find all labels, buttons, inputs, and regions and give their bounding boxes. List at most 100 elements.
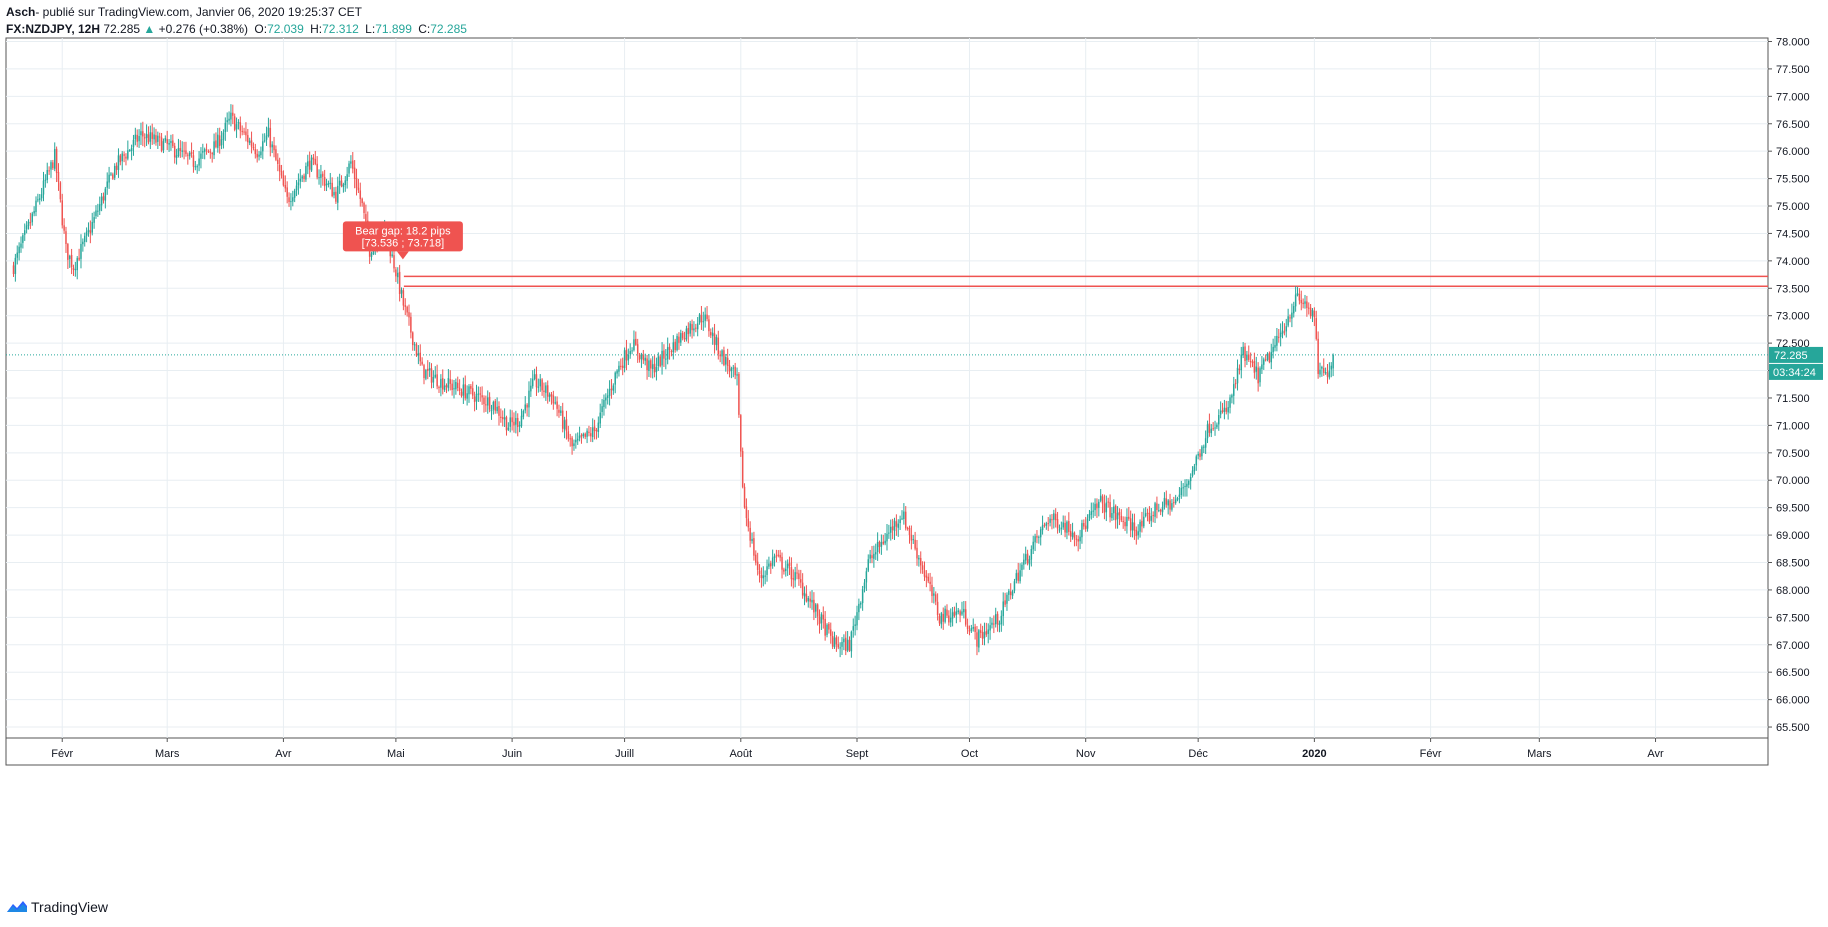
candle-body	[393, 255, 395, 269]
candle-body	[650, 360, 652, 369]
candle-body	[1038, 536, 1040, 538]
candle-body	[1159, 509, 1162, 512]
time-axis[interactable]: Févr Mars Avr Mai Juin Juill Août Sept Oct Nov Déc…	[51, 738, 1664, 760]
candle-body	[442, 378, 444, 390]
candle-body	[897, 523, 899, 528]
footer-brand[interactable]: TradingView	[6, 899, 108, 915]
candle-body	[603, 399, 605, 408]
candle-body	[580, 434, 583, 437]
candle-body	[978, 630, 980, 648]
candle-body	[1268, 353, 1271, 362]
candle-body	[753, 538, 755, 556]
candle-body	[483, 397, 485, 405]
candle-body	[50, 162, 52, 170]
candle-body	[1266, 353, 1269, 360]
candle-body	[1075, 538, 1078, 540]
candle-body	[1129, 518, 1132, 531]
candle-body	[590, 433, 592, 437]
price-chart[interactable]: 78.000 77.500 77.000 76.500 76.000 75.500 75.0…	[0, 0, 1828, 895]
candle-body	[215, 140, 217, 148]
candle-body	[788, 562, 791, 567]
candle-body	[108, 174, 110, 183]
annotation-box	[342, 221, 463, 252]
annotation-line-2: [73.536 ; 73.718]	[362, 237, 445, 249]
candle-body	[410, 316, 412, 333]
candle-body	[1317, 338, 1319, 374]
candle-body	[957, 610, 959, 613]
candle-body	[633, 339, 635, 351]
candle-body	[608, 389, 611, 396]
price-axis[interactable]: 78.000 77.500 77.000 76.500 76.000 75.500 75.0…	[1768, 36, 1810, 734]
candle-body	[676, 336, 678, 351]
candle-body	[203, 149, 206, 152]
candle-body	[563, 420, 566, 430]
candle-body	[790, 567, 793, 580]
candle-body	[1197, 453, 1199, 456]
candle-body	[599, 412, 601, 424]
candle-body	[545, 385, 547, 393]
candle-body	[777, 554, 780, 556]
candle-body	[606, 395, 609, 398]
candle-body	[1144, 513, 1147, 517]
candle-body	[1088, 514, 1091, 519]
candle-body	[1298, 293, 1301, 301]
candle-body	[837, 644, 840, 648]
candle-body	[891, 526, 894, 531]
time-tick-label: Août	[729, 748, 752, 760]
candle-body	[801, 582, 804, 596]
candle-body	[976, 632, 978, 647]
candle-body	[1086, 518, 1089, 529]
candle-body	[815, 604, 817, 612]
time-tick-label: Mai	[387, 748, 405, 760]
candle-body	[1056, 519, 1059, 529]
candle-body	[723, 350, 725, 366]
candle-body	[337, 185, 339, 203]
candle-body	[848, 640, 851, 651]
candle-body	[1009, 591, 1012, 596]
candle-body	[642, 355, 645, 361]
candle-body	[513, 421, 515, 426]
price-tick-label: 77.500	[1776, 64, 1810, 76]
candle-body	[153, 134, 155, 140]
candle-body	[340, 180, 343, 187]
candle-body	[217, 134, 219, 148]
candle-body	[522, 410, 525, 417]
candle-body	[889, 526, 892, 533]
candle-body	[535, 374, 538, 388]
candle-body	[681, 332, 684, 339]
candle-body	[760, 574, 763, 579]
time-tick-label: Oct	[961, 748, 978, 760]
candle-body	[140, 131, 142, 136]
candle-body	[98, 204, 101, 211]
symbol-label: FX:NZDJPY, 12H	[6, 22, 101, 36]
candle-body	[55, 148, 58, 173]
candle-body	[605, 397, 607, 401]
time-tick-label: Nov	[1076, 748, 1096, 760]
candle-body	[406, 306, 408, 313]
candle-body	[44, 179, 47, 181]
candle-body	[833, 637, 836, 647]
candle-body	[1263, 359, 1265, 365]
candle-body	[342, 184, 345, 188]
candle-body	[726, 357, 729, 366]
candle-body	[430, 368, 433, 383]
candle-body	[918, 557, 920, 560]
candle-body	[1229, 397, 1231, 408]
price-label-text: 72.285	[1774, 350, 1808, 362]
candle-body	[456, 382, 459, 388]
candle-body	[361, 198, 363, 204]
candle-body	[1002, 601, 1004, 617]
candle-body	[1293, 306, 1295, 314]
candle-body	[1083, 523, 1085, 527]
candle-body	[83, 235, 86, 242]
candle-body	[899, 519, 901, 524]
price-change: +0.276 (+0.38%)	[158, 22, 249, 36]
candle-body	[734, 366, 736, 376]
candle-body	[993, 623, 995, 625]
publish-info: Asch- publié sur TradingView.com, Janvie…	[6, 5, 362, 19]
candle-body	[228, 118, 230, 121]
candle-body	[942, 613, 944, 622]
candle-body	[27, 221, 30, 226]
candle-body	[1308, 307, 1310, 309]
candle-body	[1203, 446, 1205, 448]
